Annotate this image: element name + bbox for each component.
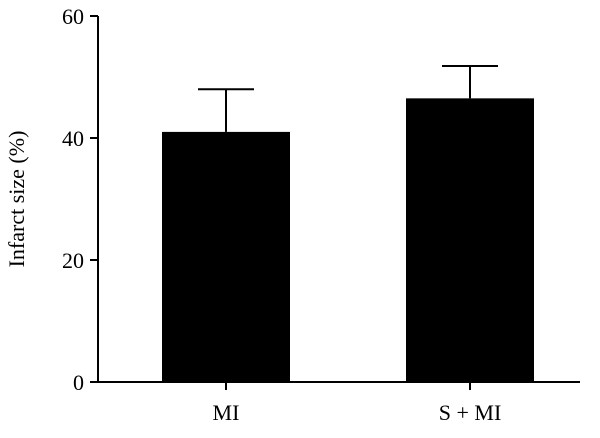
x-tick-label: MI [213, 400, 240, 425]
y-tick-label: 40 [62, 126, 84, 151]
y-axis-label: Infarct size (%) [4, 131, 29, 268]
error-bars [198, 65, 498, 132]
bar [162, 131, 290, 382]
bar [406, 98, 534, 382]
y-tick-label: 60 [62, 4, 84, 29]
y-tick-label: 0 [73, 370, 84, 395]
y-tick-label: 20 [62, 248, 84, 273]
x-axis: MI S + MI [98, 381, 580, 425]
y-axis: 0 20 40 60 [62, 4, 99, 395]
x-tick-label: S + MI [439, 400, 502, 425]
bars [162, 98, 534, 382]
